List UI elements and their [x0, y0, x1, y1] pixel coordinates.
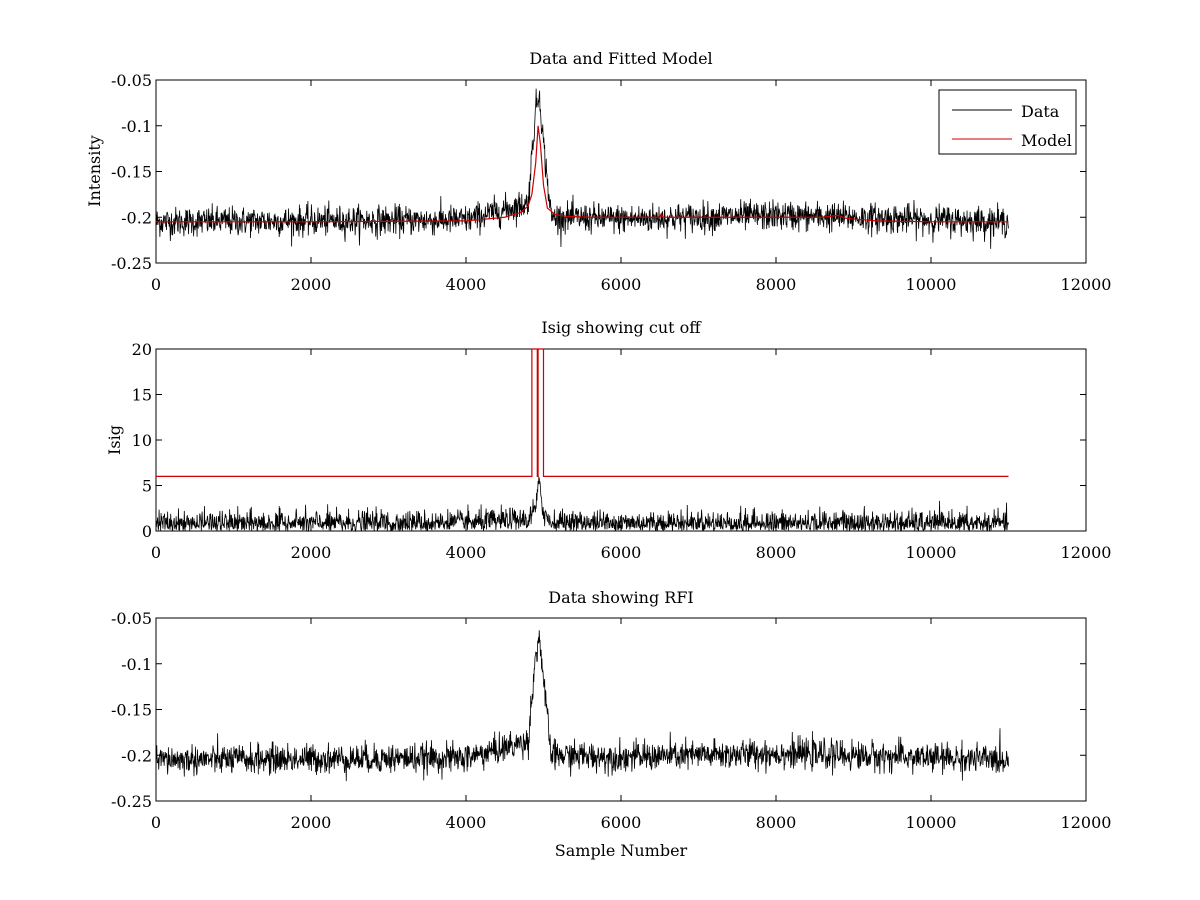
- x-tick-label: 8000: [756, 275, 797, 294]
- chart-title-3: Data showing RFI: [548, 588, 693, 607]
- series-line-cut-off: [156, 348, 1009, 477]
- x-tick-label: 12000: [1061, 275, 1112, 294]
- series-line-isig: [155, 476, 1009, 533]
- y-tick-label: -0.2: [121, 746, 152, 765]
- series-line-model: [156, 125, 1009, 223]
- y-tick-label: -0.25: [111, 254, 152, 273]
- x-tick-label: 6000: [601, 543, 642, 562]
- y-axis-label-1: Intensity: [85, 135, 104, 207]
- chart-title-1: Data and Fitted Model: [529, 49, 712, 68]
- x-tick-label: 12000: [1061, 813, 1112, 832]
- y-tick-label: 15: [132, 386, 152, 405]
- legend-box: [938, 89, 1077, 155]
- y-tick-label: -0.1: [121, 117, 152, 136]
- axes-frame-3: [155, 617, 1087, 802]
- series-group-3: [155, 630, 1009, 782]
- y-tick-label: -0.05: [111, 71, 152, 90]
- x-tick-label: 6000: [601, 813, 642, 832]
- ticks-3: 0 2000 4000 6000 8000 10000 12000 -0.05 -0.1 -0.1…: [111, 609, 1111, 832]
- y-tick-label: -0.25: [111, 792, 152, 811]
- x-tick-label: 0: [151, 275, 161, 294]
- x-tick-label: 4000: [446, 543, 487, 562]
- x-tick-label: 12000: [1061, 543, 1112, 562]
- ticks-1: 0 2000 4000 6000 8000 10000 12000 -0.05 -0.1 -0.1…: [111, 71, 1111, 294]
- series-line-data: [155, 88, 1009, 249]
- panel-3: Data showing RFI 0 2000 4000 6000 8000 10000 1…: [111, 588, 1111, 860]
- x-tick-label: 4000: [446, 813, 487, 832]
- axes-frame-2: [155, 348, 1087, 532]
- series-group-1: [155, 88, 1009, 249]
- axes-frame-1: [155, 79, 1087, 264]
- y-tick-label: -0.15: [111, 701, 152, 720]
- legend: Data Model: [938, 89, 1077, 155]
- series-group-2: [155, 348, 1009, 533]
- x-tick-label: 2000: [291, 543, 332, 562]
- legend-label-model: Model: [1021, 131, 1072, 150]
- y-axis-label-2: Isig: [105, 425, 124, 455]
- legend-label-data: Data: [1021, 102, 1060, 121]
- ticks-2: 0 2000 4000 6000 8000 10000 12000 20 15 10 5 0: [132, 340, 1112, 562]
- x-tick-label: 10000: [906, 275, 957, 294]
- panel-2: Isig showing cut off Isig 0 2000 4000 6000 8…: [105, 318, 1111, 562]
- x-tick-label: 2000: [291, 813, 332, 832]
- y-tick-label: 5: [142, 477, 152, 496]
- y-tick-label: -0.2: [121, 208, 152, 227]
- x-tick-label: 0: [151, 813, 161, 832]
- y-tick-label: -0.1: [121, 655, 152, 674]
- x-tick-label: 2000: [291, 275, 332, 294]
- x-tick-label: 6000: [601, 275, 642, 294]
- x-tick-label: 0: [151, 543, 161, 562]
- y-tick-label: -0.05: [111, 609, 152, 628]
- chart-title-2: Isig showing cut off: [541, 318, 702, 337]
- panel-1: Data and Fitted Model Intensity 0 2000 400…: [85, 49, 1111, 294]
- y-tick-label: 20: [132, 340, 152, 359]
- x-tick-label: 8000: [756, 813, 797, 832]
- x-tick-label: 4000: [446, 275, 487, 294]
- x-axis-label-3: Sample Number: [555, 841, 688, 860]
- series-line-data: [155, 630, 1009, 782]
- x-tick-label: 10000: [906, 813, 957, 832]
- y-tick-label: -0.15: [111, 163, 152, 182]
- x-tick-label: 8000: [756, 543, 797, 562]
- x-tick-label: 10000: [906, 543, 957, 562]
- y-tick-label: 0: [142, 522, 152, 541]
- y-tick-label: 10: [132, 431, 152, 450]
